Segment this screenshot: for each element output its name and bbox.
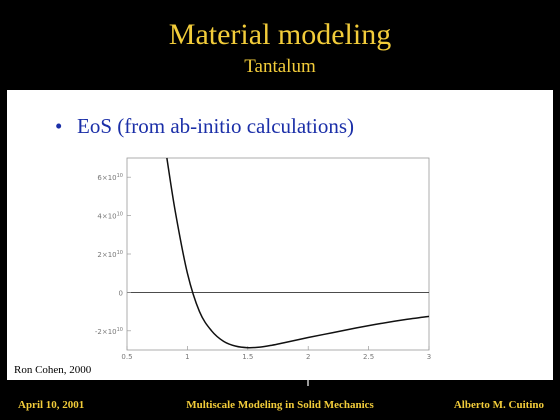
y-tick-label: 4×1010 bbox=[97, 212, 123, 221]
plot-frame bbox=[126, 157, 430, 351]
slide-title: Material modeling bbox=[168, 18, 392, 51]
x-tick-label: 1 bbox=[185, 353, 189, 361]
y-tick-label: 6×1010 bbox=[97, 173, 123, 182]
figure-credit: Ron Cohen, 2000 bbox=[14, 364, 92, 376]
content-panel bbox=[7, 90, 553, 380]
footer-author: Alberto M. Cuitino bbox=[453, 399, 544, 411]
x-tick-label: 3 bbox=[427, 353, 431, 361]
x-tick-label: 1.5 bbox=[242, 353, 253, 361]
eos-curve bbox=[166, 157, 430, 349]
slide-subtitle: Tantalum bbox=[244, 56, 316, 77]
bullet-dot: • bbox=[55, 114, 63, 138]
footer-title: Multiscale Modeling in Solid Mechanics bbox=[186, 399, 374, 411]
x-tick-label: 0.5 bbox=[121, 353, 132, 361]
footer-date: April 10, 2001 bbox=[18, 399, 85, 411]
bullet-item: • EoS (from ab-initio calculations) bbox=[55, 114, 354, 138]
bullet-text: EoS (from ab-initio calculations) bbox=[77, 114, 355, 138]
y-tick-label: -2×1010 bbox=[95, 327, 123, 336]
x-tick-label: 2.5 bbox=[363, 353, 374, 361]
x-axis-ticks: 0.5 1 1.5 2 2.5 3 bbox=[121, 346, 431, 361]
y-tick-label: 2×1010 bbox=[97, 250, 123, 259]
y-tick-label: 0 bbox=[119, 289, 123, 297]
x-tick-label: 2 bbox=[306, 353, 310, 361]
y-axis-ticks: 6×1010 4×1010 2×1010 0 -2×1010 bbox=[95, 173, 131, 336]
